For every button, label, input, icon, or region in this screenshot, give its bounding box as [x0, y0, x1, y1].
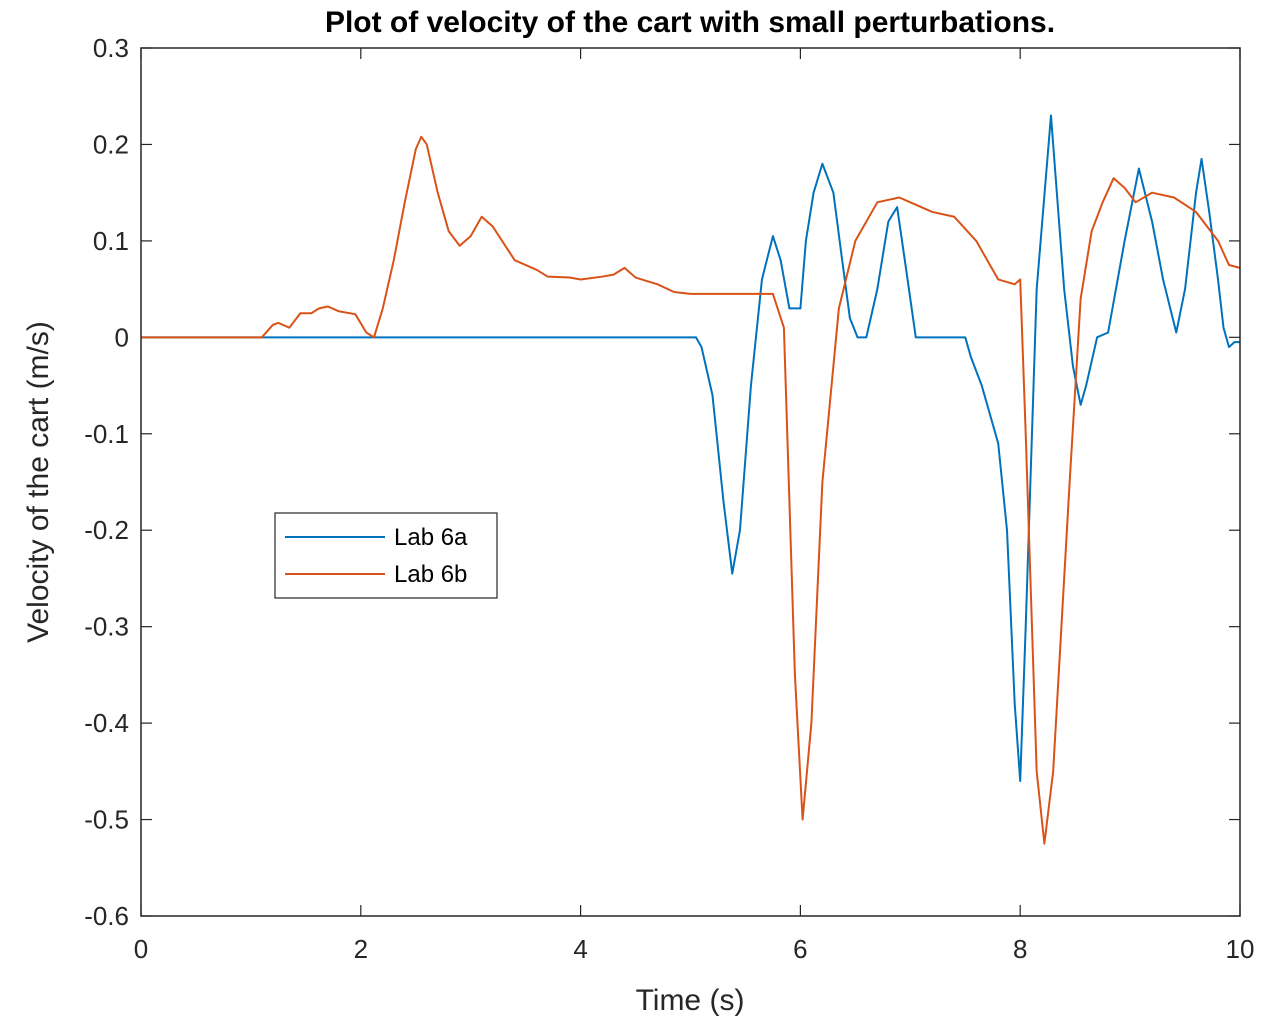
y-tick-label: -0.5 [84, 805, 129, 835]
x-tick-label: 2 [354, 934, 368, 964]
y-tick-label: 0.1 [93, 226, 129, 256]
y-axis-ticks: 0.3 0.2 0.1 0 -0.1 -0.2 -0.3 -0.4 -0.5 -0.6 [84, 33, 1240, 931]
x-tick-label: 8 [1013, 934, 1027, 964]
x-tick-label: 6 [793, 934, 807, 964]
y-tick-label: -0.3 [84, 612, 129, 642]
y-tick-label: -0.4 [84, 708, 129, 738]
legend-label-lab-6a: Lab 6a [394, 524, 468, 551]
series-line-lab-6a [141, 114, 1240, 782]
plot-area [141, 48, 1240, 916]
series-layer [141, 114, 1241, 845]
x-tick-label: 0 [134, 934, 148, 964]
y-tick-label: 0.2 [93, 129, 129, 159]
legend: Lab 6a Lab 6b [274, 512, 498, 599]
series-line-lab-6b [141, 135, 1241, 845]
chart-title: Plot of velocity of the cart with small … [325, 6, 1055, 39]
y-tick-label: -0.6 [84, 901, 129, 931]
x-axis-ticks: 0 2 4 6 8 10 [134, 48, 1255, 964]
y-tick-label: -0.2 [84, 515, 129, 545]
x-axis-label: Time (s) [636, 984, 745, 1017]
legend-box [274, 512, 498, 599]
legend-label-lab-6b: Lab 6b [394, 561, 467, 588]
y-axis-label: Velocity of the cart (m/s) [22, 321, 55, 643]
y-tick-label: 0 [115, 322, 129, 352]
plot-frame [140, 47, 1241, 917]
y-tick-label: 0.3 [93, 33, 129, 63]
x-tick-label: 4 [573, 934, 587, 964]
y-tick-label: -0.1 [84, 419, 129, 449]
x-tick-label: 10 [1226, 934, 1255, 964]
